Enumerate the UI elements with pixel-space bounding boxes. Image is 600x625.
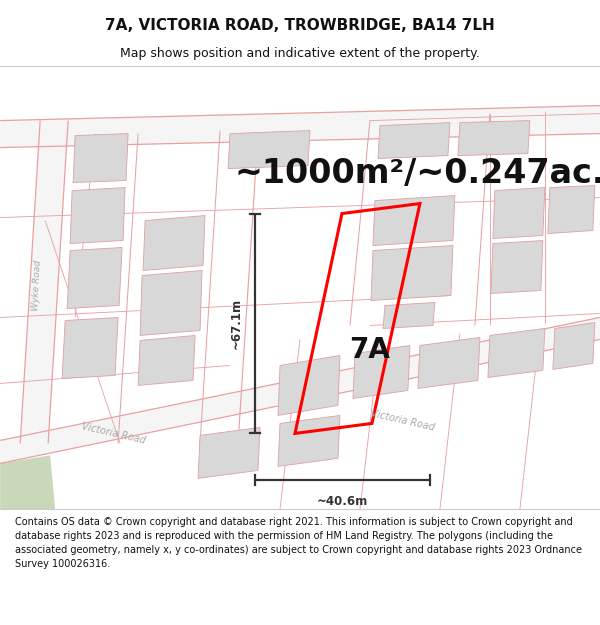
Polygon shape [143, 216, 205, 271]
Polygon shape [67, 248, 122, 309]
Text: Contains OS data © Crown copyright and database right 2021. This information is : Contains OS data © Crown copyright and d… [15, 518, 582, 569]
Polygon shape [0, 106, 600, 148]
Polygon shape [278, 416, 340, 466]
Polygon shape [0, 66, 600, 509]
Text: 7A: 7A [350, 336, 391, 364]
Text: ~1000m²/~0.247ac.: ~1000m²/~0.247ac. [235, 157, 600, 190]
Polygon shape [418, 338, 480, 389]
Polygon shape [70, 188, 125, 244]
Polygon shape [371, 246, 453, 301]
Text: Map shows position and indicative extent of the property.: Map shows position and indicative extent… [120, 48, 480, 60]
Text: ~40.6m: ~40.6m [317, 496, 368, 508]
Polygon shape [493, 188, 545, 239]
Polygon shape [0, 318, 600, 463]
Polygon shape [458, 121, 530, 156]
Text: ~67.1m: ~67.1m [230, 298, 243, 349]
Polygon shape [373, 196, 455, 246]
Polygon shape [228, 131, 310, 169]
Polygon shape [140, 271, 202, 336]
Polygon shape [548, 186, 595, 234]
Polygon shape [553, 322, 595, 369]
Text: Wyke Road: Wyke Road [31, 260, 43, 311]
Polygon shape [378, 122, 450, 159]
Polygon shape [20, 121, 68, 443]
Text: Victoria Road: Victoria Road [370, 408, 436, 432]
Polygon shape [491, 241, 543, 294]
Text: 7A, VICTORIA ROAD, TROWBRIDGE, BA14 7LH: 7A, VICTORIA ROAD, TROWBRIDGE, BA14 7LH [105, 18, 495, 33]
Polygon shape [353, 346, 410, 399]
Polygon shape [278, 356, 340, 416]
Polygon shape [488, 329, 545, 378]
Polygon shape [138, 336, 195, 386]
Polygon shape [0, 456, 55, 509]
Polygon shape [73, 134, 128, 182]
Polygon shape [198, 428, 260, 478]
Polygon shape [62, 318, 118, 379]
Text: Victoria Road: Victoria Road [80, 421, 146, 446]
Polygon shape [383, 302, 435, 329]
